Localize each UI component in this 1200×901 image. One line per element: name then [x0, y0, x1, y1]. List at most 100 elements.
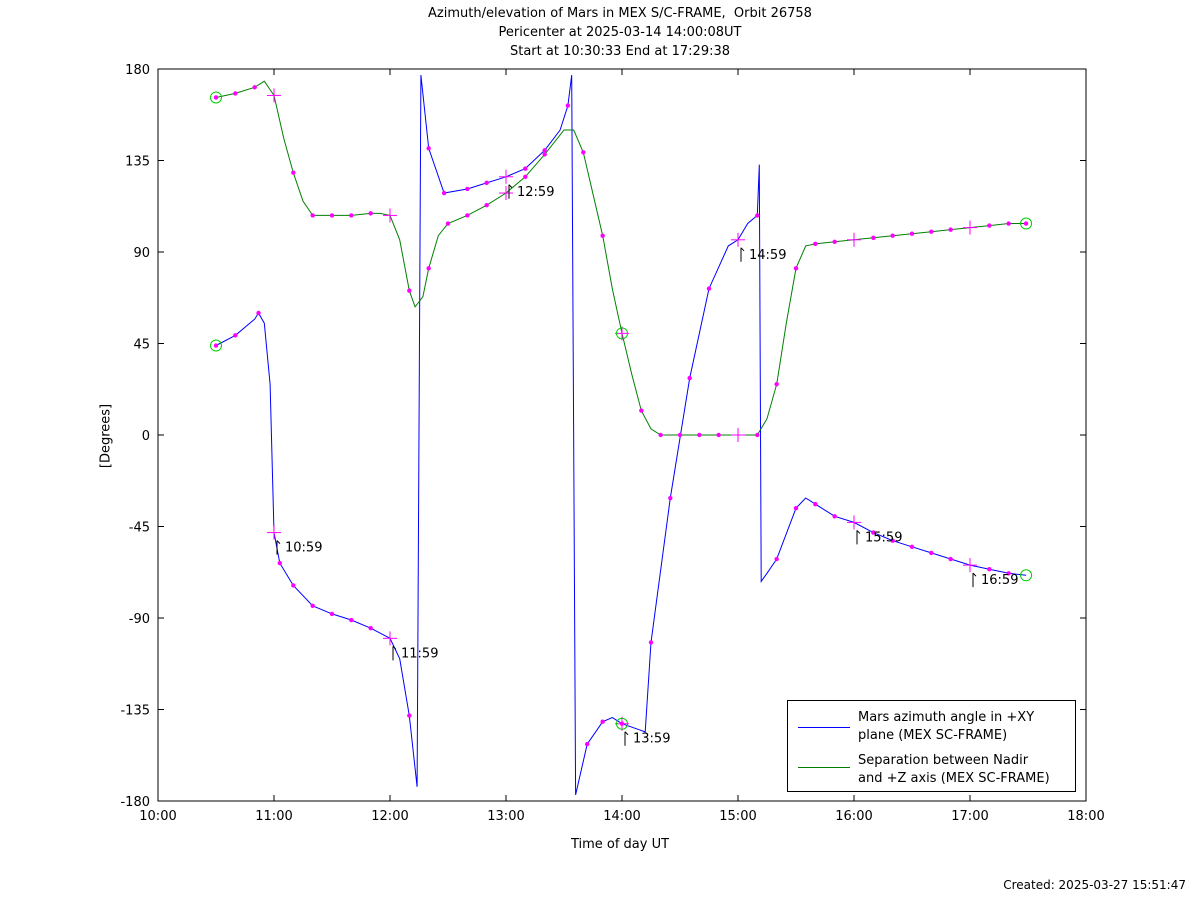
data-point-marker — [213, 343, 219, 348]
chart-subtitle-start-end: Start at 10:30:33 End at 17:29:38 — [509, 44, 731, 59]
x-tick-label: 17:00 — [951, 809, 988, 824]
data-point-marker — [585, 741, 590, 747]
data-point-marker — [445, 221, 451, 226]
legend-swatch-azimuth — [798, 727, 850, 728]
data-point-marker — [706, 286, 712, 291]
data-point-marker — [687, 375, 692, 381]
data-point-marker — [581, 150, 586, 155]
data-point-marker — [909, 544, 915, 550]
data-point-marker — [407, 288, 412, 293]
data-point-marker — [987, 223, 992, 228]
time-label: 15:59 — [865, 530, 902, 545]
y-tick-label: -180 — [120, 795, 150, 810]
legend-text-azimuth: Mars azimuth angle in +XY plane (MEX SC-… — [858, 709, 1034, 745]
data-point-marker — [813, 501, 818, 507]
data-point-marker — [233, 91, 238, 96]
data-point-marker — [368, 211, 373, 216]
data-point-marker — [523, 166, 528, 171]
endpoint-circle-separation — [210, 91, 222, 104]
x-tick-label: 13:00 — [487, 809, 524, 824]
data-point-marker — [329, 213, 335, 218]
data-point-marker — [871, 530, 876, 535]
endpoint-circle-azimuth — [1020, 569, 1033, 582]
y-tick-label: -135 — [120, 704, 150, 719]
data-point-marker — [929, 229, 934, 234]
time-label-layer: 10:59 11:59 12:59 13:59 14:59 15:59 16:59 — [276, 184, 1018, 747]
data-point-marker — [774, 556, 779, 562]
y-axis-label: [Degrees] — [98, 403, 114, 469]
data-point-marker — [277, 560, 282, 566]
plot-area-frame — [157, 68, 1087, 802]
x-tick-label: 15:00 — [719, 809, 756, 824]
data-point-marker — [213, 95, 219, 100]
data-point-marker — [668, 495, 673, 501]
data-point-marker — [407, 713, 412, 718]
data-point-marker — [890, 538, 895, 543]
chart-title-block: Azimuth/elevation of Mars in MEX S/C-FRA… — [0, 4, 1200, 61]
x-axis-label: Time of day UT — [570, 837, 670, 852]
data-point-marker — [426, 146, 431, 151]
y-tick-label: 180 — [125, 63, 150, 78]
data-point-marker — [890, 233, 895, 238]
data-point-marker — [793, 266, 799, 271]
y-tick-label: 45 — [133, 338, 150, 353]
chart-subtitle-pericenter: Pericenter at 2025-03-14 14:00:08UT — [498, 25, 742, 40]
legend-label-separation-line2: and +Z axis (MEX SC-FRAME) — [858, 771, 1050, 786]
x-tick-label: 14:00 — [603, 809, 640, 824]
chart-title: Azimuth/elevation of Mars in MEX S/C-FRA… — [428, 6, 812, 21]
time-label-arrow — [740, 247, 745, 252]
time-label: 16:59 — [981, 573, 1018, 588]
data-point-marker — [426, 266, 431, 271]
time-label-arrow — [624, 731, 629, 736]
data-point-marker — [909, 231, 915, 236]
data-point-marker — [639, 408, 644, 413]
data-point-marker — [542, 148, 547, 153]
y-tick-label: 90 — [133, 246, 150, 261]
time-label-arrow — [508, 184, 513, 189]
data-point-marker — [1023, 221, 1029, 226]
data-point-marker — [368, 625, 373, 631]
legend: Mars azimuth angle in +XY plane (MEX SC-… — [787, 700, 1076, 792]
x-tick-label: 16:00 — [835, 809, 872, 824]
x-tick-label: 18:00 — [1067, 809, 1104, 824]
time-label: 13:59 — [633, 732, 670, 747]
data-point-marker — [600, 719, 605, 724]
endpoint-circle-azimuth — [210, 339, 222, 352]
time-label: 12:59 — [517, 185, 554, 200]
data-point-marker — [1006, 571, 1011, 576]
data-point-marker — [465, 213, 470, 218]
legend-swatch-separation — [798, 767, 850, 768]
data-point-marker — [600, 233, 605, 238]
data-point-marker — [987, 567, 992, 572]
legend-text-separation: Separation between Nadir and +Z axis (ME… — [858, 752, 1050, 788]
axes-layer: 10:00 11:00 12:00 13:00 14:00 15:00 16:00 17:00… — [120, 63, 1104, 824]
x-tick-label: 12:00 — [371, 809, 408, 824]
data-point-marker — [929, 550, 934, 556]
y-tick-label: 0 — [142, 429, 150, 444]
x-tick-label: 10:00 — [139, 809, 176, 824]
endpoint-circle-separation — [616, 327, 628, 340]
created-timestamp: Created: 2025-03-27 15:51:47 — [1003, 878, 1186, 892]
data-point-marker — [832, 239, 837, 245]
data-point-marker — [755, 432, 760, 438]
data-point-marker — [948, 227, 953, 232]
data-point-marker — [252, 85, 257, 90]
data-point-marker — [542, 152, 547, 157]
data-point-marker — [291, 170, 296, 175]
data-point-marker — [523, 174, 528, 179]
data-point-marker — [755, 213, 760, 218]
legend-label-separation-line1: Separation between Nadir — [858, 753, 1029, 768]
endpoint-circle-separation — [1020, 217, 1033, 230]
data-point-marker — [291, 583, 296, 588]
time-label: 11:59 — [401, 646, 438, 661]
data-point-marker — [349, 617, 354, 623]
series-line-1 — [215, 80, 1027, 436]
data-point-marker — [441, 190, 447, 196]
data-point-marker — [1006, 221, 1011, 226]
legend-label-azimuth-line1: Mars azimuth angle in +XY — [858, 710, 1035, 725]
series-line-0 — [215, 75, 1027, 796]
data-point-marker — [256, 310, 261, 316]
time-label-arrow — [276, 540, 281, 544]
data-point-marker — [793, 506, 799, 511]
